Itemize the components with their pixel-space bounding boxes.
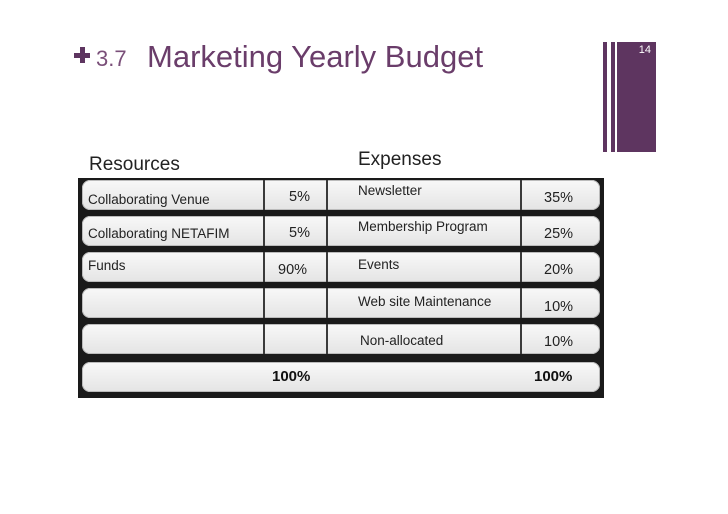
expense-percent: 10% (544, 299, 574, 315)
table-row: Collaborating NETAFIM 5% Membership Prog… (82, 216, 600, 246)
expense-percent: 10% (544, 334, 574, 350)
column-divider (326, 288, 328, 318)
column-divider (326, 180, 328, 210)
expenses-total: 100% (534, 368, 573, 385)
resource-name: Funds (88, 258, 126, 273)
column-divider (263, 288, 265, 318)
table-row: Funds 90% Events 20% (82, 252, 600, 282)
column-divider (520, 216, 522, 246)
budget-table: Collaborating Venue 5% Newsletter 35% Co… (78, 178, 604, 398)
table-row: Web site Maintenance 10% (82, 288, 600, 318)
column-divider (520, 288, 522, 318)
section-number: 3.7 (96, 46, 127, 71)
column-divider (263, 324, 265, 354)
table-row: Collaborating Venue 5% Newsletter 35% (82, 180, 600, 210)
column-divider (263, 252, 265, 282)
slide-number: 14 (638, 44, 651, 56)
resource-name: Collaborating NETAFIM (88, 226, 230, 241)
resource-percent: 5% (289, 189, 310, 205)
resources-heading: Resources (89, 154, 180, 175)
column-divider (263, 216, 265, 246)
column-divider (326, 252, 328, 282)
expense-name: Non-allocated (360, 333, 444, 348)
column-divider (326, 324, 328, 354)
column-divider (326, 216, 328, 246)
expense-percent: 25% (544, 226, 574, 242)
accent-bar (611, 42, 615, 152)
slide-number-panel (617, 42, 656, 152)
column-divider (520, 180, 522, 210)
resource-percent: 5% (289, 225, 310, 241)
expenses-heading: Expenses (358, 149, 442, 170)
column-divider (520, 252, 522, 282)
expense-name: Web site Maintenance (358, 294, 492, 309)
resource-name: Collaborating Venue (88, 192, 210, 207)
expense-name: Membership Program (358, 219, 488, 234)
plus-icon (72, 45, 92, 65)
expense-percent: 35% (544, 190, 574, 206)
expense-name: Newsletter (358, 183, 422, 198)
expense-name: Events (358, 257, 400, 272)
resource-percent: 90% (278, 262, 308, 278)
page-title: Marketing Yearly Budget (147, 39, 484, 74)
totals-row: 100% 100% (82, 362, 600, 392)
column-divider (520, 324, 522, 354)
resources-total: 100% (272, 368, 311, 385)
expense-percent: 20% (544, 262, 574, 278)
table-row: Non-allocated 10% (82, 324, 600, 354)
accent-bar (603, 42, 607, 152)
column-divider (263, 180, 265, 210)
